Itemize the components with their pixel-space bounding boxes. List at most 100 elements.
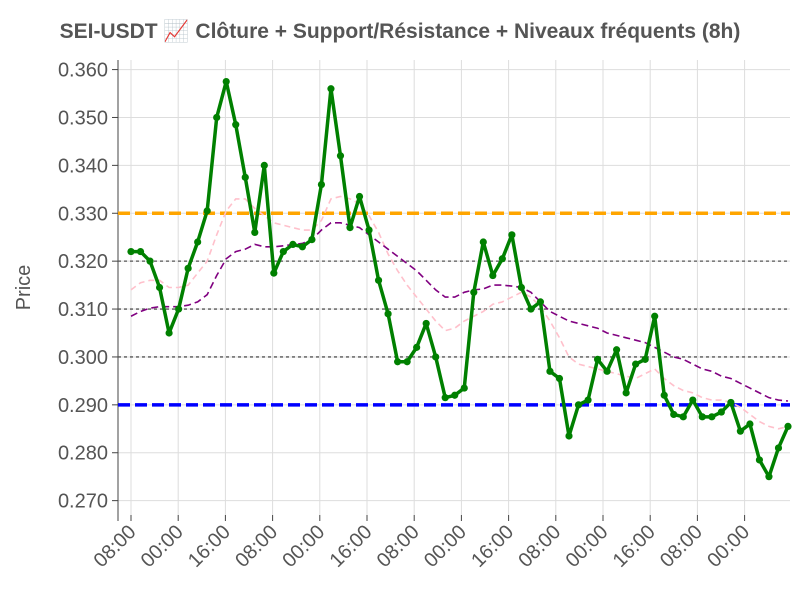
x-tick-label: 08:00 — [90, 521, 141, 572]
close-price-point — [613, 346, 621, 354]
y-tick-label: 0.280 — [58, 443, 108, 465]
close-price-point — [632, 360, 640, 368]
close-price-point — [203, 207, 211, 215]
close-price-point — [260, 161, 268, 169]
close-price-point — [670, 410, 678, 419]
close-price-point — [422, 319, 430, 328]
close-price-point — [460, 384, 468, 392]
x-tick-label: 16:00 — [326, 521, 377, 572]
close-price-point — [232, 121, 240, 129]
y-tick-label: 0.320 — [58, 251, 108, 273]
close-price-point — [746, 420, 754, 428]
close-price-point — [394, 358, 402, 366]
close-price-point — [784, 422, 792, 430]
close-price-point — [327, 85, 335, 93]
x-tick-label: 08:00 — [656, 521, 707, 572]
close-price-point — [403, 358, 411, 366]
close-price-point — [708, 413, 716, 421]
close-price-point — [165, 329, 173, 337]
close-price-point — [565, 432, 573, 440]
close-price-point — [365, 226, 373, 234]
close-price-point — [593, 355, 602, 363]
close-price-point — [432, 353, 440, 361]
close-price-point — [470, 288, 478, 296]
y-tick-label: 0.290 — [58, 395, 108, 417]
y-axis-label: Price — [13, 265, 35, 311]
close-price-point — [270, 269, 278, 277]
close-price-point — [384, 310, 392, 318]
close-price-point — [241, 173, 249, 181]
close-price-point — [308, 236, 316, 244]
close-price-point — [451, 391, 459, 399]
close-price-point — [413, 343, 421, 351]
close-price-point — [584, 396, 592, 404]
x-tick-label: 08:00 — [231, 521, 282, 572]
close-price-point — [127, 247, 135, 256]
y-tick-label: 0.340 — [58, 155, 108, 177]
y-tick-label: 0.310 — [58, 299, 108, 321]
close-price-point — [698, 413, 706, 421]
x-tick-label: 00:00 — [420, 521, 471, 572]
close-price-point — [355, 192, 364, 201]
x-tick-label: 08:00 — [514, 521, 565, 572]
close-price-line — [131, 79, 790, 479]
long-moving-average-line — [130, 222, 789, 402]
close-price-point — [527, 305, 535, 313]
x-tick-label: 16:00 — [184, 521, 235, 572]
x-tick-label: 00:00 — [278, 521, 329, 572]
x-tick-label: 00:00 — [137, 521, 188, 572]
close-price-point — [555, 374, 564, 383]
close-price-point — [689, 396, 697, 404]
y-tick-label: 0.300 — [58, 347, 108, 369]
close-price-point — [479, 238, 487, 246]
close-price-point — [175, 305, 183, 313]
x-tick-label: 16:00 — [467, 521, 518, 572]
close-price-point — [546, 367, 554, 375]
x-tick-label: 08:00 — [373, 521, 424, 572]
close-price-point — [603, 367, 611, 375]
x-tick-label: 16:00 — [609, 521, 660, 572]
close-price-point — [774, 444, 783, 452]
close-price-point — [279, 247, 287, 256]
close-price-point — [346, 224, 354, 232]
close-price-point — [736, 427, 744, 435]
x-tick-label: 00:00 — [703, 521, 754, 572]
close-price-point — [536, 298, 545, 306]
close-price-point — [755, 456, 764, 464]
close-price-point — [651, 312, 659, 320]
short-moving-average-line — [130, 195, 789, 430]
close-price-point — [498, 255, 506, 263]
close-price-point — [194, 238, 202, 246]
chart-title: SEI-USDT 📈 Clôture + Support/Résistance … — [59, 20, 741, 43]
close-price-point — [298, 243, 306, 251]
close-price-point — [517, 283, 525, 292]
close-price-point — [251, 228, 259, 237]
close-price-point — [155, 283, 164, 292]
y-tick-label: 0.330 — [58, 203, 108, 225]
y-tick-label: 0.270 — [58, 491, 108, 513]
close-price-point — [679, 413, 687, 421]
close-price-point — [660, 391, 668, 399]
close-price-point — [289, 240, 297, 248]
close-price-point — [317, 180, 326, 189]
close-price-point — [641, 355, 649, 363]
close-price-point — [508, 231, 516, 239]
close-price-point — [489, 271, 497, 280]
close-price-point — [136, 247, 145, 256]
close-price-point — [336, 152, 345, 160]
y-tick-label: 0.360 — [58, 60, 108, 82]
close-price-point — [727, 398, 735, 407]
close-price-point — [213, 113, 221, 122]
close-price-point — [574, 401, 583, 409]
close-price-point — [184, 264, 192, 272]
close-price-point — [146, 257, 154, 265]
close-price-point — [717, 408, 725, 416]
close-price-point — [622, 389, 630, 397]
close-price-point — [765, 473, 773, 481]
x-tick-label: 00:00 — [562, 521, 613, 572]
close-price-point — [441, 394, 449, 402]
close-price-point — [222, 77, 230, 86]
close-price-point — [374, 276, 383, 284]
